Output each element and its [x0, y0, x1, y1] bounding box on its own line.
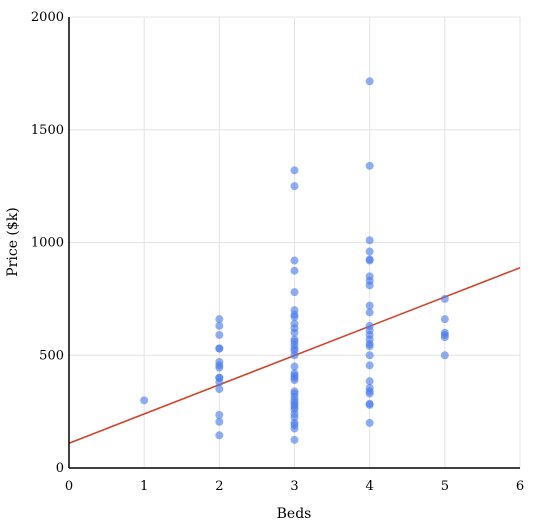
data-point — [290, 328, 299, 337]
data-point — [215, 363, 224, 372]
x-tick-label: 0 — [65, 479, 73, 494]
x-tick-label: 6 — [516, 479, 524, 494]
data-point — [440, 351, 449, 360]
data-point — [365, 77, 374, 86]
data-point — [215, 417, 224, 426]
data-point — [290, 413, 299, 422]
data-point — [365, 281, 374, 290]
data-point — [290, 424, 299, 433]
data-point — [290, 266, 299, 275]
data-point — [140, 396, 149, 405]
data-point — [365, 351, 374, 360]
data-point — [440, 333, 449, 342]
data-point — [440, 315, 449, 324]
data-point — [365, 301, 374, 310]
data-point — [215, 344, 224, 353]
x-tick-label: 3 — [290, 479, 298, 494]
data-point — [365, 342, 374, 351]
data-point — [290, 435, 299, 444]
data-point — [365, 377, 374, 386]
y-tick-label: 2000 — [31, 10, 64, 25]
data-point — [365, 161, 374, 170]
x-axis-label: Beds — [277, 506, 312, 519]
points-layer — [140, 77, 449, 444]
axes-layer — [68, 17, 520, 469]
data-point — [365, 256, 374, 265]
y-tick-label: 0 — [56, 461, 64, 476]
x-tick-label: 1 — [140, 479, 148, 494]
data-point — [290, 182, 299, 191]
data-point — [215, 385, 224, 394]
y-tick-label: 1000 — [31, 236, 64, 251]
data-point — [290, 312, 299, 321]
data-point — [290, 256, 299, 265]
data-point — [440, 294, 449, 303]
grid-layer — [69, 16, 521, 468]
data-point — [215, 378, 224, 387]
y-tick-label: 1500 — [31, 123, 64, 138]
y-tick-label: 500 — [39, 348, 64, 363]
y-axis-label: Price ($k) — [5, 207, 21, 276]
data-point — [215, 315, 224, 324]
data-point — [215, 411, 224, 420]
tick-label-layer: 0 1 2 3 4 5 6 0 500 1000 1500 2000 — [31, 10, 524, 494]
data-point — [215, 321, 224, 330]
data-point — [365, 236, 374, 245]
data-point — [290, 166, 299, 175]
x-tick-label: 5 — [441, 479, 449, 494]
x-tick-label: 2 — [215, 479, 223, 494]
data-point — [365, 418, 374, 427]
data-point — [215, 330, 224, 339]
data-point — [290, 376, 299, 385]
data-point — [365, 361, 374, 370]
x-tick-label: 4 — [366, 479, 374, 494]
data-point — [290, 351, 299, 360]
data-point — [365, 247, 374, 256]
data-point — [290, 362, 299, 371]
data-point — [215, 431, 224, 440]
data-point — [365, 400, 374, 409]
data-point — [365, 308, 374, 317]
data-point — [290, 288, 299, 297]
data-point — [365, 389, 374, 398]
